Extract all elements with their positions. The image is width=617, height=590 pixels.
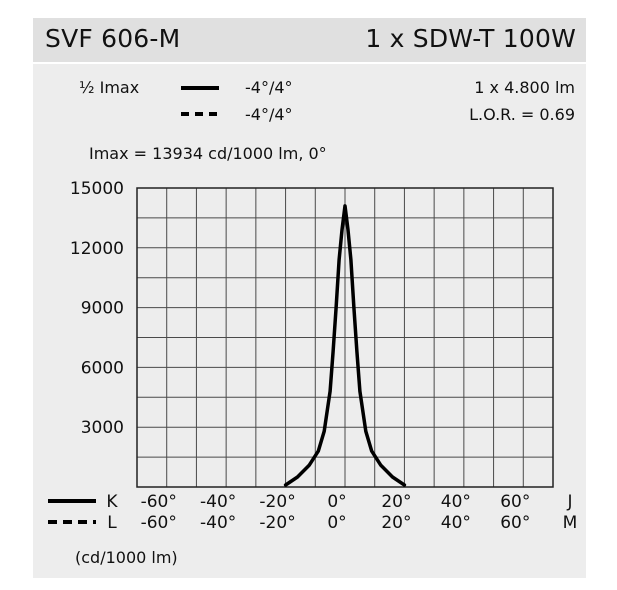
- x-tick-label: 60°: [500, 492, 530, 512]
- title-bar: SVF 606-M 1 x SDW-T 100W: [33, 18, 586, 64]
- y-tick-label: 15000: [70, 179, 124, 199]
- intensity-curves: [283, 204, 407, 487]
- y-tick-label: 9000: [81, 299, 124, 319]
- imax-note: Imax = 13934 cd/1000 lm, 0°: [89, 144, 327, 163]
- x-tick-label: 0°: [327, 513, 346, 533]
- x-tick-label: 60°: [500, 513, 530, 533]
- x-tick-label: 40°: [441, 492, 471, 512]
- luminous-flux: 1 x 4.800 lm: [474, 78, 575, 97]
- intensity-curve-solid: [283, 204, 407, 487]
- x-tick-label: 20°: [381, 492, 411, 512]
- y-tick-label: 3000: [81, 418, 124, 438]
- x-tick-label: -60°: [141, 492, 177, 512]
- x-tick-label: 0°: [327, 492, 346, 512]
- luminaire-name: SVF 606-M: [45, 24, 181, 53]
- legend-dashed-range: -4°/4°: [245, 105, 293, 124]
- angle-axis-rows: K -60° -40° -20° 0° 20° 40° 60° J L -60° -40° -20° 0°…: [48, 492, 577, 533]
- x-tick-label: -20°: [259, 492, 295, 512]
- legend-solid-range: -4°/4°: [245, 78, 293, 97]
- light-output-ratio: L.O.R. = 0.69: [469, 105, 575, 124]
- unit-note: (cd/1000 lm): [75, 548, 178, 567]
- x-tick-label: -20°: [259, 513, 295, 533]
- half-imax-label: ½ Imax: [79, 78, 140, 97]
- y-tick-label: 6000: [81, 358, 124, 378]
- axis-row-name: L: [107, 513, 117, 533]
- x-tick-label: 40°: [441, 513, 471, 533]
- x-tick-label: 20°: [381, 513, 411, 533]
- axis-row-end: J: [566, 492, 572, 512]
- chart-grid: [136, 187, 554, 488]
- y-tick-labels: 3000 6000 9000 12000 15000: [70, 179, 124, 438]
- axis-row-name: K: [106, 492, 118, 512]
- y-tick-label: 12000: [70, 239, 124, 259]
- x-tick-label: -40°: [200, 513, 236, 533]
- plot-frame: [136, 187, 554, 488]
- lamp-spec: 1 x SDW-T 100W: [365, 24, 576, 53]
- axis-row-end: M: [563, 513, 578, 533]
- legend-line-samples: [181, 86, 219, 116]
- x-tick-label: -40°: [200, 492, 236, 512]
- x-tick-label: -60°: [141, 513, 177, 533]
